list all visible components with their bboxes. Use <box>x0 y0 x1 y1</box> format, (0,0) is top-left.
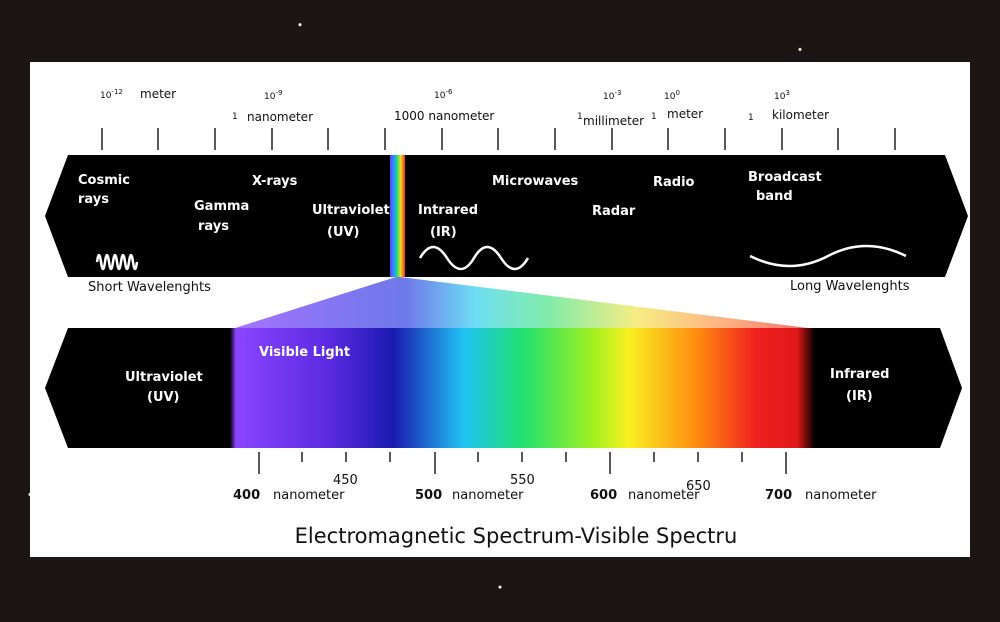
long-label: Long Wavelenghts <box>790 279 910 294</box>
spectrum-band <box>45 155 968 277</box>
unit: meter <box>667 107 703 121</box>
unit: millimeter <box>583 114 644 128</box>
band-label: Infrared <box>830 367 889 382</box>
band-label: Intrared <box>418 203 478 218</box>
medium-wave <box>418 245 530 271</box>
waves <box>95 244 907 271</box>
suffix: 1 <box>651 112 657 122</box>
long-wave <box>749 244 907 268</box>
band-label: Microwaves <box>492 174 579 189</box>
scale-unit: nanometer <box>273 488 345 503</box>
band-label: band <box>756 189 793 204</box>
scale-number: 500 <box>415 488 442 503</box>
band-label: Gamma <box>194 199 249 214</box>
bottom-ticks <box>258 452 787 474</box>
rainbow-strip <box>390 155 405 277</box>
visible-spectrum <box>230 328 815 448</box>
prefix: 1 <box>232 112 238 122</box>
band-label: X-rays <box>252 174 298 189</box>
top-ticks <box>101 128 896 150</box>
band-label: (UV) <box>147 390 180 405</box>
band-label: rays <box>198 219 229 234</box>
band-label: Ultraviolet <box>312 203 390 218</box>
band-label: (UV) <box>327 225 360 240</box>
dispersion-fan <box>235 277 808 328</box>
power: 10-9 <box>264 89 282 102</box>
power: 103 <box>774 89 790 102</box>
power: 10-12 <box>100 88 123 101</box>
band-label: (IR) <box>430 225 457 240</box>
scale-number: 450 <box>333 473 358 488</box>
power: 10-6 <box>434 88 453 101</box>
band-label: Ultraviolet <box>125 370 203 385</box>
band-label: Broadcast <box>748 170 822 185</box>
band-label: Radar <box>592 204 636 219</box>
band-label: Visible Light <box>259 345 350 360</box>
band-label: Cosmic <box>78 173 130 188</box>
power: 100 <box>664 89 680 102</box>
prefix: 1 <box>748 113 754 123</box>
scale-number: 600 <box>590 488 617 503</box>
prefix: 1 <box>577 112 583 122</box>
scale-number: 650 <box>686 479 711 494</box>
title: Electromagnetic Spectrum-Visible Spectru <box>295 524 738 548</box>
band-label: Radio <box>653 175 695 190</box>
band-label: rays <box>78 192 109 207</box>
short-wave <box>95 253 139 271</box>
scale-unit: nanometer <box>452 488 524 503</box>
unit: 1000 nanometer <box>394 109 494 123</box>
scale-unit: nanometer <box>805 488 877 503</box>
scale-number: 700 <box>765 488 792 503</box>
unit: nanometer <box>247 110 313 124</box>
unit: meter <box>140 87 176 101</box>
scale-unit: nanometer <box>628 488 700 503</box>
short-label: Short Wavelenghts <box>88 280 211 295</box>
unit: kilometer <box>772 108 829 122</box>
scale-number: 550 <box>510 473 535 488</box>
scale-number: 400 <box>233 488 260 503</box>
power: 10-3 <box>603 89 621 102</box>
band-label: (IR) <box>846 389 873 404</box>
